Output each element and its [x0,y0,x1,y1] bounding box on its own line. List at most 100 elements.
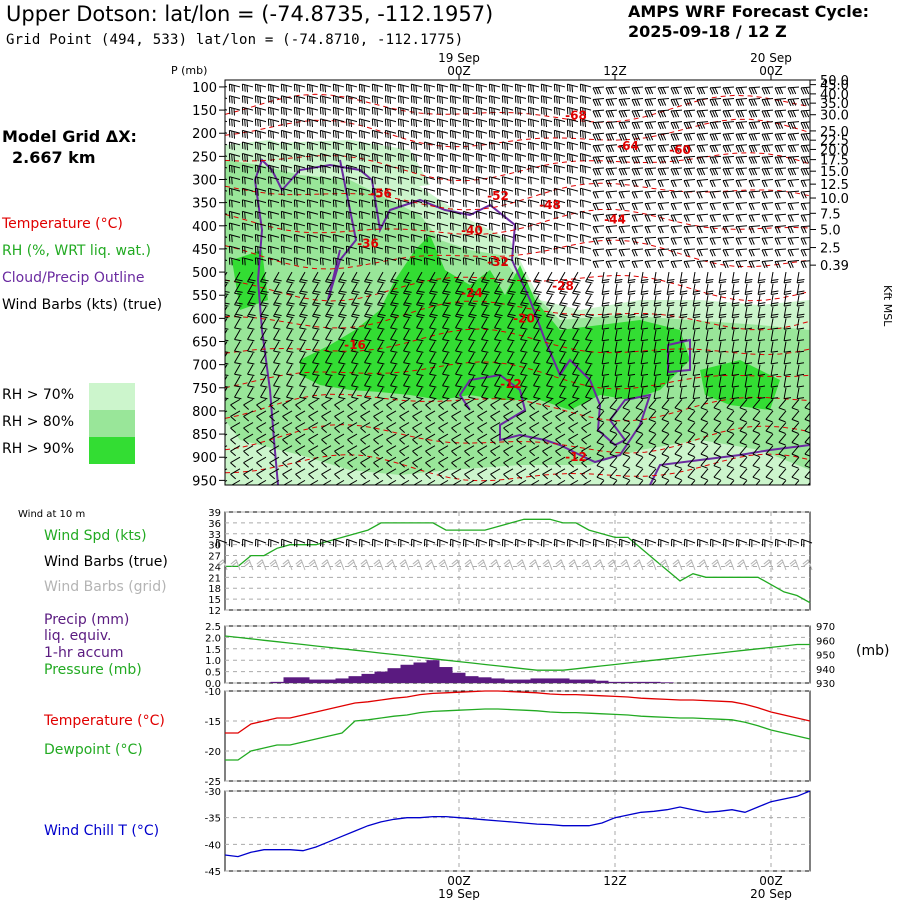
wind-barb [713,456,722,469]
wind-barb [449,222,462,231]
wind-barb [735,121,748,130]
wind-barb [520,318,528,330]
wind-barb [533,294,542,307]
wind-barb [592,144,605,153]
wind-barb [243,445,254,457]
pressure-tick-label: 850 [192,428,217,443]
wind-barb [384,222,397,231]
wind-barb [477,468,488,480]
wind-barb [696,144,709,153]
wind-barb [449,129,462,139]
wind-barb [338,387,346,400]
wind-barb [559,318,567,330]
wind-barb [477,398,488,410]
wind-barb [503,468,514,480]
wind-barb [514,234,527,243]
sfc-wind-barb-true [307,538,319,548]
wind-barb [778,422,787,434]
wind-barb [579,164,592,174]
wind-barb [572,306,581,319]
wind-barb [653,283,662,295]
wind-barb [273,364,281,376]
wind-barb [377,294,386,307]
wind-barb [438,445,449,457]
wind-barb [286,271,295,284]
wind-barb [722,179,735,188]
sfc-wind-barb-grid [269,559,280,571]
panel-tick-label: 33 [208,530,221,541]
wind-barb [416,375,424,388]
wind-barb [455,341,463,353]
wind-barb [748,155,761,164]
wind-barb [546,352,554,365]
panel-tick-label: -10 [205,687,221,698]
wind-barb [364,341,372,353]
wind-barb [542,422,553,433]
sfc-wind-barb-grid [399,559,410,571]
height-tick-label: 0.39 [820,259,849,274]
wind-barb [631,225,644,234]
wind-barb [635,410,644,423]
legend-wind-speed: Wind Spd (kts) [44,528,147,544]
temperature-label: -24 [461,286,483,300]
grid-point-subtitle: Grid Point (494, 533) lat/lon = (-74.871… [6,32,464,48]
wind-barb [692,283,701,295]
wind-barb [592,121,605,130]
wind-barb [390,375,398,388]
wind-barb [286,283,295,295]
sfc-wind-barb-grid [503,559,514,571]
wind-barb [243,433,254,445]
wind-barb [241,106,254,116]
wind-barb [299,283,308,295]
temperature-label: -32 [487,255,509,269]
wind-barb [739,445,748,458]
wind-barb [247,329,255,342]
wind-barb [488,222,501,231]
pressure-tick-label: 350 [192,197,217,212]
precip-bar [569,679,583,683]
wind-barb [627,283,636,295]
wind-barb [514,257,527,266]
wind-barb [713,399,722,411]
precip-bar [582,679,596,683]
wind-barb [722,225,735,234]
wind-barb [308,433,319,445]
wind-barb [527,164,540,174]
wind-barb [718,271,727,284]
sfc-wind-barb-grid [750,559,761,571]
wind-barb [429,283,438,295]
panel-tick-label: 21 [208,573,221,584]
wind-barb [334,410,345,422]
wind-barb [494,294,503,307]
wind-barb [488,153,501,162]
wind-barb [527,153,540,162]
wind-barb [614,271,623,284]
wind-barb [585,387,593,400]
wind-barb [241,222,254,231]
wind-barb [507,387,515,400]
wind-barb [436,257,449,266]
wind-barb [618,190,631,199]
wind-barb [308,468,319,480]
sfc-wind-barb-true [541,538,553,548]
temperature-label: -40 [461,223,483,237]
precip-bar [530,678,544,683]
wind-barb [657,109,670,118]
wind-barb [338,375,346,388]
wind-barb [592,132,605,141]
wind-barb [423,83,436,93]
wind-barb [585,341,593,353]
wind-barb [332,257,345,266]
wind-barb [293,176,306,185]
sfc-wind-barb-true [476,538,488,548]
wind-barb [390,294,399,307]
precip-bar [621,681,635,683]
wind-barb [451,445,462,457]
cloud-outline-small [667,338,691,374]
precip-bar [426,660,440,683]
wind-barb [572,318,580,330]
wind-barb [568,433,579,445]
wind-barb [718,341,727,353]
wind-barb [520,364,528,376]
forecast-cycle-value: 2025-09-18 / 12 Z [628,22,787,41]
